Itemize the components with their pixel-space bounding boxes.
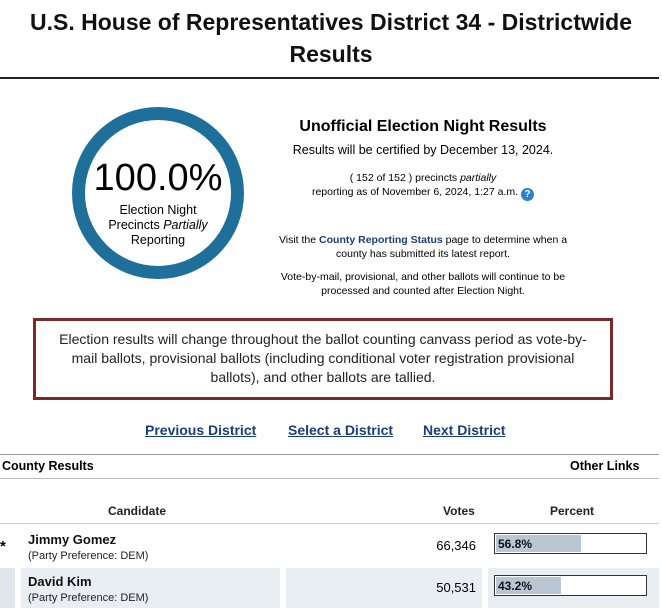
percent-bar: 56.8%	[494, 533, 647, 554]
title-divider	[0, 77, 659, 79]
visit-text-b: page to determine when a county has subm…	[336, 234, 568, 260]
precincts-count-text: ( 152 of 152 ) precincts	[349, 172, 461, 184]
winner-marker: *	[0, 538, 6, 555]
table-row: * Jimmy Gomez (Party Preference: DEM) 66…	[0, 526, 659, 566]
precincts-count: ( 152 of 152 ) precincts partially	[268, 171, 578, 185]
precincts-status: ( 152 of 152 ) precincts partially repor…	[268, 171, 578, 201]
caption-line2-text: Precincts	[108, 218, 164, 232]
page-title-line1: U.S. House of Representatives District 3…	[29, 9, 632, 35]
visit-text-a: Visit the	[278, 234, 320, 246]
results-notice-text: Election results will change throughout …	[59, 331, 587, 385]
cell-gap	[280, 568, 286, 608]
candidate-column-header: Candidate	[108, 504, 167, 518]
caption-line2-italic: Partially	[163, 218, 208, 232]
other-links-tab[interactable]: Other Links	[570, 459, 640, 473]
reporting-timestamp: reporting as of November 6, 2024, 1:27 a…	[268, 185, 578, 201]
candidate-party: (Party Preference: DEM)	[28, 550, 149, 562]
reporting-caption: Election Night Precincts Partially Repor…	[85, 203, 231, 248]
caption-line1: Election Night	[119, 203, 197, 217]
table-header-divider	[0, 523, 659, 524]
precincts-partially: partially	[460, 172, 497, 184]
next-district-link[interactable]: Next District	[423, 422, 506, 438]
county-results-tab[interactable]: County Results	[2, 459, 94, 473]
reporting-timestamp-text: reporting as of November 6, 2024, 1:27 a…	[311, 186, 519, 198]
percent-bar-fill	[496, 535, 582, 552]
reporting-progress-ring: 100.0% Election Night Precincts Partiall…	[72, 107, 244, 279]
page-title: U.S. House of Representatives District 3…	[0, 6, 662, 70]
cell-gap	[482, 568, 488, 608]
vote-by-mail-note: Vote-by-mail, provisional, and other bal…	[280, 271, 566, 297]
section-divider-top	[0, 454, 659, 455]
cell-gap	[15, 568, 21, 608]
caption-line3: Reporting	[130, 233, 186, 247]
candidate-party: (Party Preference: DEM)	[28, 592, 149, 604]
reporting-percent: 100.0%	[93, 157, 223, 199]
certification-date: Results will be certified by December 13…	[292, 143, 554, 157]
results-notice-box: Election results will change throughout …	[33, 318, 613, 400]
percent-bar: 43.2%	[494, 575, 647, 596]
table-row: David Kim (Party Preference: DEM) 50,531…	[0, 568, 659, 608]
votes-column-header: Votes	[443, 504, 475, 518]
percent-label: 43.2%	[498, 579, 533, 593]
candidate-name: Jimmy Gomez	[28, 532, 117, 547]
marker-cell	[0, 568, 15, 608]
percent-column-header: Percent	[550, 504, 595, 518]
percent-label: 56.8%	[498, 537, 533, 551]
previous-district-link[interactable]: Previous District	[145, 422, 257, 438]
county-status-note: Visit the County Reporting Status page t…	[268, 233, 578, 261]
candidate-votes: 50,531	[436, 580, 476, 595]
section-divider-bottom	[0, 478, 659, 479]
caption-line2: Precincts Partially	[85, 218, 231, 233]
candidate-votes: 66,346	[436, 538, 476, 553]
candidate-name: David Kim	[28, 574, 92, 589]
select-district-link[interactable]: Select a District	[288, 422, 394, 438]
county-reporting-status-link[interactable]: County Reporting Status	[319, 234, 443, 246]
question-circle-icon[interactable]: ?	[521, 188, 535, 201]
page-title-line2: Results	[289, 41, 373, 67]
percent-bar-fill	[496, 577, 561, 594]
results-heading: Unofficial Election Night Results	[299, 118, 547, 135]
